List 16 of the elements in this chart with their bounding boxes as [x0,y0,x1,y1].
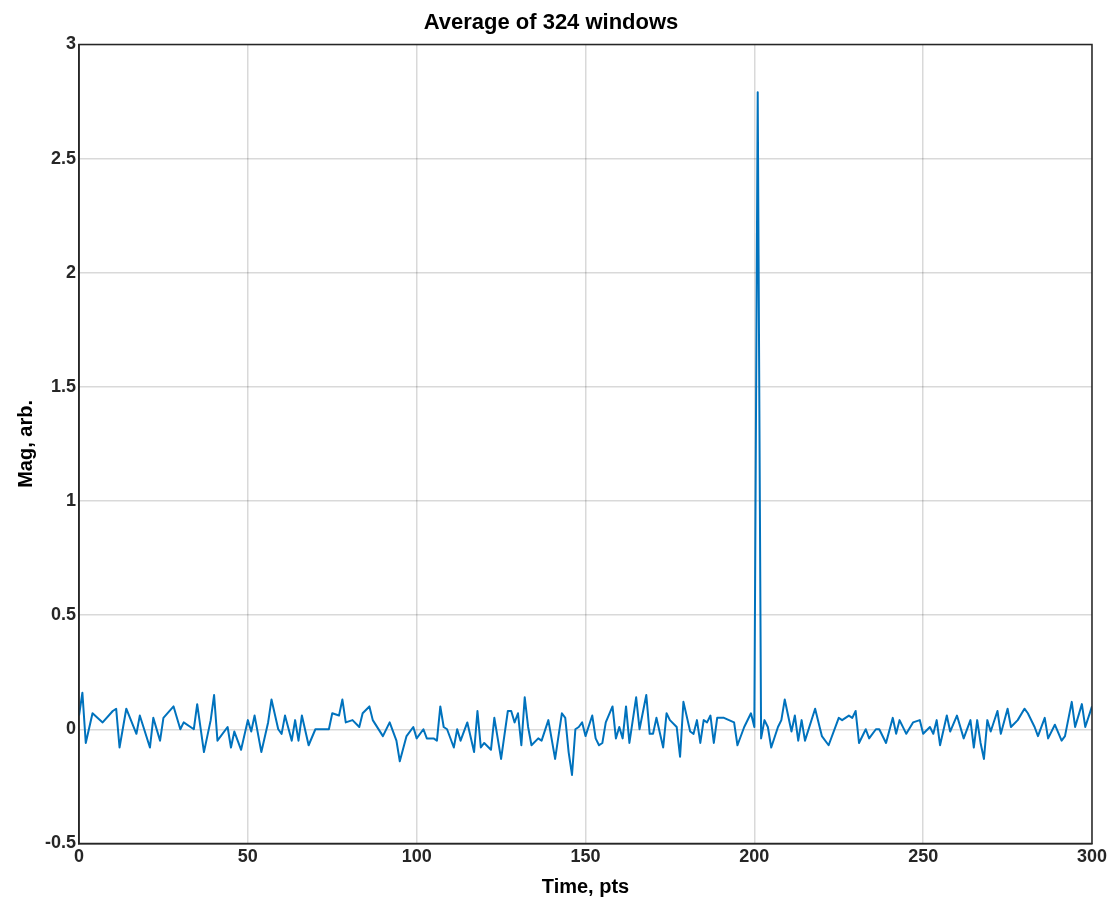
y-tick-label: 1 [66,489,77,510]
chart-title: Average of 324 windows [423,9,679,35]
y-tick-label: 2.5 [50,147,77,168]
x-tick-label: 150 [570,846,601,867]
y-tick-label: 1.5 [50,375,77,396]
y-tick-label: 0 [66,718,77,739]
y-tick-label: 3 [66,33,77,54]
y-tick-label: 0.5 [50,604,77,625]
x-tick-label: 100 [401,846,432,867]
x-tick-label: 50 [237,846,258,867]
y-axis-title: Mag, arb. [13,400,36,488]
y-tick-label: 2 [66,261,77,282]
x-axis-title: Time, pts [541,874,630,897]
x-tick-label: 300 [1076,846,1108,867]
x-tick-label: 200 [739,846,770,867]
x-tick-label: 250 [908,846,939,867]
